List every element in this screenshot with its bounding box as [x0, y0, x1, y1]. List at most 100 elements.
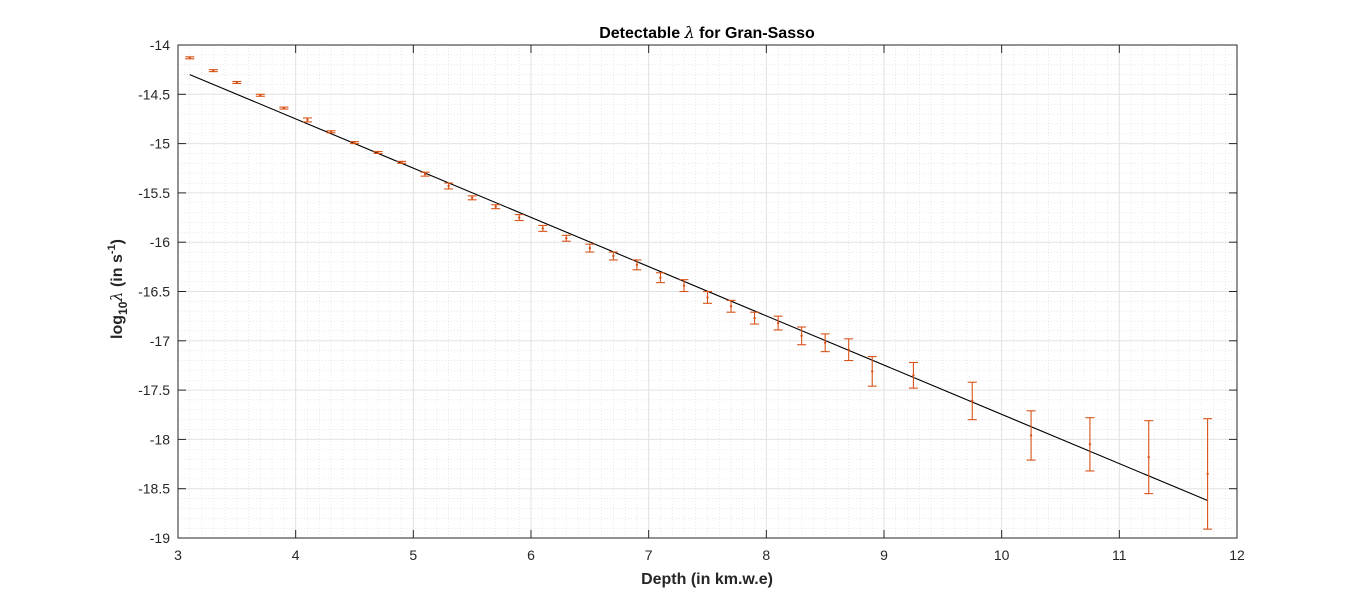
y-tick-label: -18.5	[138, 481, 170, 497]
errorbar-point	[373, 150, 383, 155]
errorbar-point	[302, 117, 312, 123]
y-axis-label-lambda: λ	[107, 291, 126, 302]
data-point-marker	[447, 184, 450, 188]
errorbar-point	[632, 259, 642, 271]
data-point-marker	[1029, 434, 1033, 437]
data-point-marker	[635, 263, 639, 267]
errorbar-point	[420, 171, 430, 177]
data-point-marker	[729, 305, 733, 308]
errorbar-point	[444, 182, 454, 190]
errorbar-point	[608, 251, 618, 261]
x-tick-label: 6	[527, 547, 535, 563]
errorbar-point	[538, 224, 548, 232]
errorbar-point	[255, 93, 265, 97]
errorbar-point	[232, 80, 242, 85]
errorbar-point	[820, 333, 830, 353]
errorbar-point	[185, 56, 195, 60]
data-point-marker	[971, 399, 974, 403]
chart-title: Detectable λ for Gran-Sasso	[599, 23, 815, 42]
data-point-marker	[612, 254, 615, 258]
data-point-marker	[212, 69, 215, 72]
errorbar-point	[279, 106, 289, 110]
data-point-marker	[588, 246, 592, 250]
x-tick-label: 5	[409, 547, 417, 563]
x-tick-label: 7	[645, 547, 653, 563]
x-tick-label: 8	[762, 547, 770, 563]
y-tick-label: -15	[150, 136, 170, 152]
errorbar-point	[679, 279, 689, 293]
y-tick-label: -17.5	[138, 382, 170, 398]
x-tick-label: 3	[174, 547, 182, 563]
tick-marks	[177, 44, 1238, 539]
y-tick-label: -15.5	[138, 185, 170, 201]
data-point-marker	[188, 56, 191, 60]
y-axis-label: log10λ (in s-1)	[106, 239, 130, 339]
errorbar-point	[467, 195, 477, 201]
x-tick-label: 9	[880, 547, 888, 563]
data-point-marker	[1088, 443, 1092, 446]
data-point-marker	[376, 151, 380, 154]
data-point-marker	[776, 321, 780, 325]
errorbar-point	[797, 326, 807, 346]
y-tick-label: -14.5	[138, 86, 170, 102]
data-point-marker	[494, 205, 497, 208]
data-point-marker	[400, 161, 403, 164]
y-axis-label-superscript: -1	[106, 244, 118, 254]
data-point-marker	[823, 341, 827, 344]
data-point-marker	[282, 106, 286, 110]
errorbar-point	[703, 290, 712, 304]
x-tick-labels: 3 4 5 6 7 8 9 10 11 12	[174, 547, 1245, 563]
data-point-marker	[1206, 472, 1209, 476]
errorbar-point	[844, 338, 854, 362]
data-point-marker	[1147, 455, 1150, 459]
errorbar-point	[326, 130, 336, 134]
errorbar-point	[514, 214, 524, 222]
y-axis-label-subscript: 10	[116, 301, 130, 315]
y-tick-label: -18	[150, 431, 170, 447]
data-point-marker	[518, 216, 521, 219]
data-point-marker	[353, 141, 356, 144]
errorbar-point	[773, 315, 783, 331]
y-tick-label: -16	[150, 234, 170, 250]
errorbar-point	[1203, 418, 1213, 530]
y-tick-label: -17	[150, 333, 170, 349]
y-tick-label: -16.5	[138, 284, 170, 300]
y-tick-labels: -14 -14.5 -15 -15.5 -16 -16.5 -17 -17.5 -18 -18.5…	[138, 37, 170, 546]
data-point-marker	[753, 316, 756, 320]
errorbar-layer	[185, 56, 1213, 530]
data-point-marker	[329, 130, 333, 133]
x-tick-label: 10	[994, 547, 1010, 563]
errorbar-point	[1144, 420, 1154, 495]
errorbar-point	[350, 141, 359, 145]
errorbar-point	[1085, 417, 1095, 472]
data-point-marker	[423, 172, 427, 176]
errorbar-point	[867, 356, 877, 387]
errorbar-point	[655, 272, 665, 284]
errorbar-point	[208, 69, 218, 73]
data-point-marker	[682, 284, 686, 287]
errorbar-point	[750, 311, 760, 325]
errorbar-point	[908, 361, 918, 389]
errorbar-point	[491, 204, 501, 210]
lambda-symbol: λ	[684, 23, 695, 42]
y-tick-label: -19	[150, 530, 170, 546]
y-tick-label: -14	[150, 37, 170, 53]
data-point-marker	[871, 370, 874, 373]
errorbar-point	[726, 299, 736, 313]
data-point-marker	[541, 227, 544, 230]
data-point-marker	[847, 348, 850, 351]
data-point-marker	[912, 374, 915, 377]
data-point-marker	[306, 118, 309, 122]
x-tick-label: 12	[1229, 547, 1245, 563]
x-tick-label: 11	[1112, 547, 1127, 563]
fit-line-layer	[189, 74, 1208, 502]
x-axis-label: Depth (in km.w.e)	[641, 571, 773, 588]
errorbar-point	[967, 381, 977, 421]
errorbar-point	[397, 160, 407, 164]
errorbar-point	[561, 234, 571, 242]
data-point-marker	[565, 237, 568, 240]
data-point-marker	[706, 296, 709, 299]
data-point-marker	[259, 94, 262, 97]
data-point-marker	[659, 276, 662, 279]
